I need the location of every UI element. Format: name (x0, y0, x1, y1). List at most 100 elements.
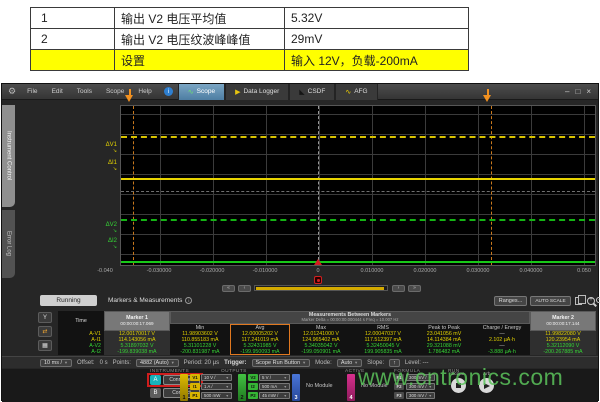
avg-column-highlight (230, 324, 290, 355)
markers-toggle-icon[interactable]: ⇄ (38, 326, 52, 337)
tab-csdf[interactable]: ◣ CSDF (289, 83, 336, 100)
run-arb-label: Arb (483, 372, 491, 377)
running-status-button[interactable]: Running (40, 295, 97, 306)
trigger-marker-icon[interactable] (314, 259, 322, 265)
timebase-dropdown[interactable]: 10 ms / ▼ (40, 358, 73, 367)
col-header-max[interactable]: Max (315, 324, 326, 331)
scroll-left-button[interactable]: ‹ (238, 285, 251, 292)
menu-edit[interactable]: Edit (51, 88, 63, 95)
i1-setting-dropdown[interactable]: 1 A / ▼ (201, 383, 232, 390)
period-value: Period: 20 µs (183, 359, 220, 366)
filter-icon[interactable]: Y (38, 312, 52, 323)
i2-setting-dropdown[interactable]: 500 mA ▼ (259, 383, 290, 390)
channel3-bar[interactable]: 3 (292, 374, 300, 401)
maximize-button[interactable]: □ (575, 87, 581, 96)
f2-value-dropdown[interactable]: 300 mV / ▼ (406, 383, 435, 390)
copy-icon[interactable] (575, 295, 586, 305)
x-tick: -0.020000 (199, 268, 225, 274)
trigger-dropdown[interactable]: Scope Run Button ▼ (251, 358, 311, 367)
menu-bar: ⚙ File Edit Tools Scope Help i ∿ Scope ▶… (2, 83, 598, 100)
zoom-out-icon[interactable]: - (596, 297, 600, 303)
tab-label: Scope (196, 88, 216, 95)
col-header-avg[interactable]: Avg (255, 324, 265, 331)
scroll-far-left-button[interactable]: « (222, 285, 235, 292)
cell-rms: 12.00047037 V (365, 331, 401, 337)
scroll-track[interactable] (254, 285, 388, 291)
f3-value-dropdown[interactable]: 300 mV / ▼ (406, 392, 435, 399)
p1-setting-dropdown[interactable]: 500 mW ▼ (201, 392, 232, 399)
cell-marker2: -200.267885 mA (530, 349, 596, 355)
marker2-handle[interactable] (483, 89, 492, 102)
info-icon[interactable]: i (163, 87, 173, 96)
run-scope-button[interactable] (451, 378, 466, 393)
tab-afg[interactable]: ∿ AFG (335, 83, 378, 100)
menu-file[interactable]: File (27, 88, 38, 95)
trigger-value: Scope Run Button (255, 359, 301, 366)
waveform-plot[interactable] (120, 105, 596, 266)
marker1-header[interactable]: Marker 1 00:00:00:17.069 (104, 311, 170, 331)
channel-label-v1[interactable]: ΔV1 ↘ (96, 142, 117, 154)
close-button[interactable]: × (586, 87, 591, 96)
v1-value: 10 V / (204, 375, 216, 380)
trigger-position-icon[interactable] (314, 276, 322, 284)
scroll-right-button[interactable]: › (392, 285, 405, 292)
col-header-rms[interactable]: RMS (377, 324, 389, 331)
f2-value: 300 mV / (409, 384, 427, 389)
v1-setting-dropdown[interactable]: 10 V / ▼ (201, 374, 232, 381)
col-header-min[interactable]: Min (195, 324, 205, 331)
slope-button[interactable]: ↑ (389, 358, 400, 367)
waveform-icon: ∿ (345, 88, 352, 96)
between-markers-header: Measurements Between Markers Marker Delt… (170, 311, 530, 324)
scroll-thumb[interactable] (256, 287, 385, 290)
col-header-peak-to-peak[interactable]: Peak to Peak (428, 324, 460, 331)
cell-pp: 29.321088 mV (426, 343, 462, 349)
marker2-line[interactable] (491, 106, 492, 265)
col-header-charge-energy[interactable]: Charge / Energy (482, 324, 522, 331)
cell-marker2: 5.32112090 V (530, 343, 596, 349)
p2-setting-dropdown[interactable]: 45 mW / ▼ (259, 392, 290, 399)
menu-tools[interactable]: Tools (76, 88, 92, 95)
side-tab-instrument-control[interactable]: Instrument Control (2, 105, 15, 207)
v2-setting-dropdown[interactable]: 5 V / ▼ (259, 374, 290, 381)
minimize-button[interactable]: – (565, 87, 570, 96)
ranges-button[interactable]: Ranges... (494, 296, 527, 306)
tab-data-logger[interactable]: ▶ Data Logger (225, 83, 290, 100)
marker1-stem (128, 89, 131, 96)
points-dropdown[interactable]: 4882 (Auto) ▼ (135, 358, 179, 367)
channel-label-i1[interactable]: ΔI1 ↘ (96, 160, 117, 172)
grid-view-icon[interactable]: ▦ (38, 340, 52, 351)
instrument-a-chip[interactable]: A (150, 375, 161, 385)
info-small-icon[interactable]: i (185, 297, 193, 304)
marker2-header[interactable]: Marker 2 00:00:00:17.144 (530, 311, 596, 331)
channel2-bar[interactable]: 2 (238, 374, 246, 401)
channel-label-text: ΔI2 (107, 238, 117, 244)
tab-scope[interactable]: ∿ Scope (177, 83, 226, 100)
instrument-b-chip[interactable]: B (150, 388, 161, 398)
cell-marker2: 120.23954 mA (530, 337, 596, 343)
mode-label: Mode: (315, 359, 332, 366)
marker1-line[interactable] (133, 106, 134, 265)
stop-icon (456, 383, 461, 388)
f3-tag[interactable]: F3 (394, 392, 404, 399)
menu-scope[interactable]: Scope (105, 88, 125, 95)
f2-tag[interactable]: F2 (394, 383, 404, 390)
f1-value-dropdown[interactable]: 300 mV / ▼ (406, 374, 435, 381)
mode-dropdown[interactable]: Auto ▼ (336, 358, 363, 367)
f1-tag[interactable]: F1 (394, 374, 404, 381)
autoscale-button[interactable]: AUTO SCALE (530, 296, 571, 306)
tab-label: Data Logger (243, 88, 280, 95)
channel1-bar[interactable]: 1 (180, 374, 188, 401)
cell-max: 124.965402 mA (302, 337, 340, 343)
zoom-in-icon[interactable]: + (587, 297, 595, 305)
row-value: 29mV (284, 28, 469, 50)
run-arb-button[interactable] (479, 378, 494, 393)
scroll-far-right-button[interactable]: » (408, 285, 421, 292)
settings-gear-icon[interactable]: ⚙ (8, 86, 17, 96)
channel-label-v2[interactable]: ΔV2 ↘ (96, 222, 117, 234)
marker1-handle[interactable] (125, 89, 134, 102)
side-tab-error-log[interactable]: Error Log (2, 210, 15, 278)
channel-label-i2[interactable]: ΔI2 ↘ (96, 238, 117, 250)
channel4-bar[interactable]: 4 (347, 374, 355, 401)
menu-help[interactable]: Help (138, 88, 152, 95)
